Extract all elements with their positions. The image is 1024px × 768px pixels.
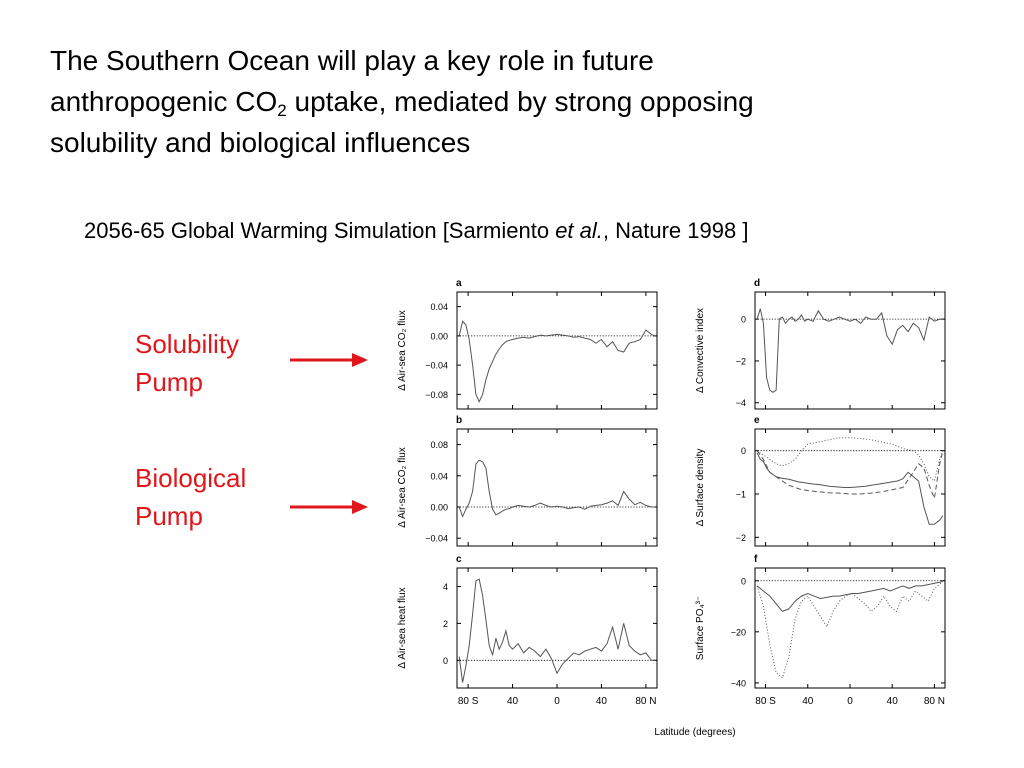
y-tick-label: 0 (443, 656, 448, 666)
series-line-dotted (756, 580, 944, 679)
panel-letter: e (754, 415, 760, 426)
panel-letter: d (754, 278, 760, 289)
y-tick-label: 4 (443, 582, 448, 592)
biological-arrow-icon (290, 500, 368, 514)
x-tick-label: 40 (507, 696, 519, 707)
solubility-pump-label: Solubility Pump (135, 325, 239, 401)
panel-e: e 0 −1 −2 Δ Surface density (695, 415, 946, 547)
panel-letter: f (754, 554, 758, 565)
panel-letter: c (456, 554, 462, 565)
y-tick-label: 0.08 (430, 440, 448, 450)
solubility-pump-line-2: Pump (135, 367, 203, 397)
series-line-solid (756, 580, 944, 612)
caption-pre: 2056-65 Global Warming Simulation [Sarmi… (84, 218, 556, 243)
y-tick-label: 0.00 (430, 331, 448, 341)
series-line-solid (756, 452, 944, 525)
title-line-3: solubility and biological influences (50, 127, 471, 158)
y-tick-label: −2 (736, 533, 746, 543)
y-tick-label: −1 (736, 490, 746, 500)
series-line-dotted (756, 437, 944, 482)
six-panel-chart: a 0.04 0.00 −0.04 −0.08 Δ Air-sea CO₂ flux b 0.… (397, 278, 946, 738)
solubility-arrow-icon (290, 353, 368, 367)
y-axis-label: Δ Air-sea CO₂ flux (397, 447, 408, 528)
caption-italic: et al. (555, 218, 603, 243)
y-tick-label: 0 (741, 315, 746, 325)
y-tick-label: 0.04 (430, 471, 448, 481)
y-tick-label: −40 (731, 678, 746, 688)
y-tick-label: 0.00 (430, 503, 448, 513)
series-line-solid (756, 308, 943, 393)
y-tick-label: 0.04 (430, 302, 448, 312)
solubility-pump-line-1: Solubility (135, 329, 240, 359)
x-tick-label: 80 S (755, 696, 776, 707)
panel-a: a 0.04 0.00 −0.04 −0.08 Δ Air-sea CO₂ flux (397, 278, 658, 410)
panel-f: f 0 −20 −40 Surface PO₄³⁻ 80 S 40 0 40 80 N (695, 554, 946, 707)
x-tick-label: 40 (887, 696, 899, 707)
x-tick-label: 0 (554, 696, 560, 707)
x-tick-label: 40 (596, 696, 608, 707)
series-line-solid (458, 459, 655, 518)
panel-frame (754, 291, 946, 410)
y-tick-label: 2 (443, 619, 448, 629)
caption-post: , Nature 1998 ] (602, 218, 749, 243)
y-axis-label: Δ Convective index (695, 308, 706, 393)
slide-title: The Southern Ocean will play a key role … (50, 40, 950, 163)
panel-frame (456, 428, 658, 547)
title-line-2-pre: anthropogenic CO (50, 86, 278, 117)
title-line-2-post: uptake, mediated by strong opposing (286, 86, 754, 117)
panel-b: b 0.08 0.04 0.00 −0.04 Δ Air-sea CO₂ flux (397, 415, 658, 547)
title-line-1: The Southern Ocean will play a key role … (50, 45, 654, 76)
y-axis-label: Δ Air-sea CO₂ flux (397, 310, 408, 391)
x-axis-label: Latitude (degrees) (654, 727, 735, 738)
x-tick-label: 80 N (924, 696, 945, 707)
x-tick-label: 80 N (635, 696, 656, 707)
biological-pump-label: Biological Pump (135, 459, 246, 535)
y-axis-label: Δ Air-sea heat flux (397, 587, 408, 668)
series-line-dashed (756, 450, 944, 501)
series-line-solid (458, 320, 656, 403)
y-tick-label: −4 (736, 398, 746, 408)
panel-c: c 4 2 0 Δ Air-sea heat flux 80 S 40 0 40 80 N (397, 554, 658, 707)
y-tick-label: −0.04 (425, 361, 448, 371)
panel-frame (456, 291, 658, 410)
biological-pump-line-1: Biological (135, 463, 247, 493)
x-tick-label: 80 S (458, 696, 479, 707)
y-tick-label: 0 (741, 576, 746, 586)
y-tick-label: 0 (741, 446, 746, 456)
series-line-solid (458, 578, 655, 683)
panel-letter: a (456, 278, 462, 289)
title-co2-subscript: 2 (277, 101, 287, 120)
x-tick-label: 40 (802, 696, 814, 707)
x-tick-label: 0 (847, 696, 853, 707)
y-tick-label: −0.04 (425, 534, 448, 544)
panel-d: d 0 −2 −4 Δ Convective index (695, 278, 946, 410)
y-axis-label: Δ Surface density (695, 449, 706, 527)
title-line-2: anthropogenic CO2 uptake, mediated by st… (50, 81, 950, 122)
panel-letter: b (456, 415, 462, 426)
simulation-caption: 2056-65 Global Warming Simulation [Sarmi… (84, 218, 748, 244)
y-tick-label: −2 (736, 356, 746, 366)
y-tick-label: −0.08 (425, 390, 448, 400)
biological-pump-line-2: Pump (135, 501, 203, 531)
y-tick-label: −20 (731, 627, 746, 637)
y-axis-label: Surface PO₄³⁻ (695, 596, 706, 660)
